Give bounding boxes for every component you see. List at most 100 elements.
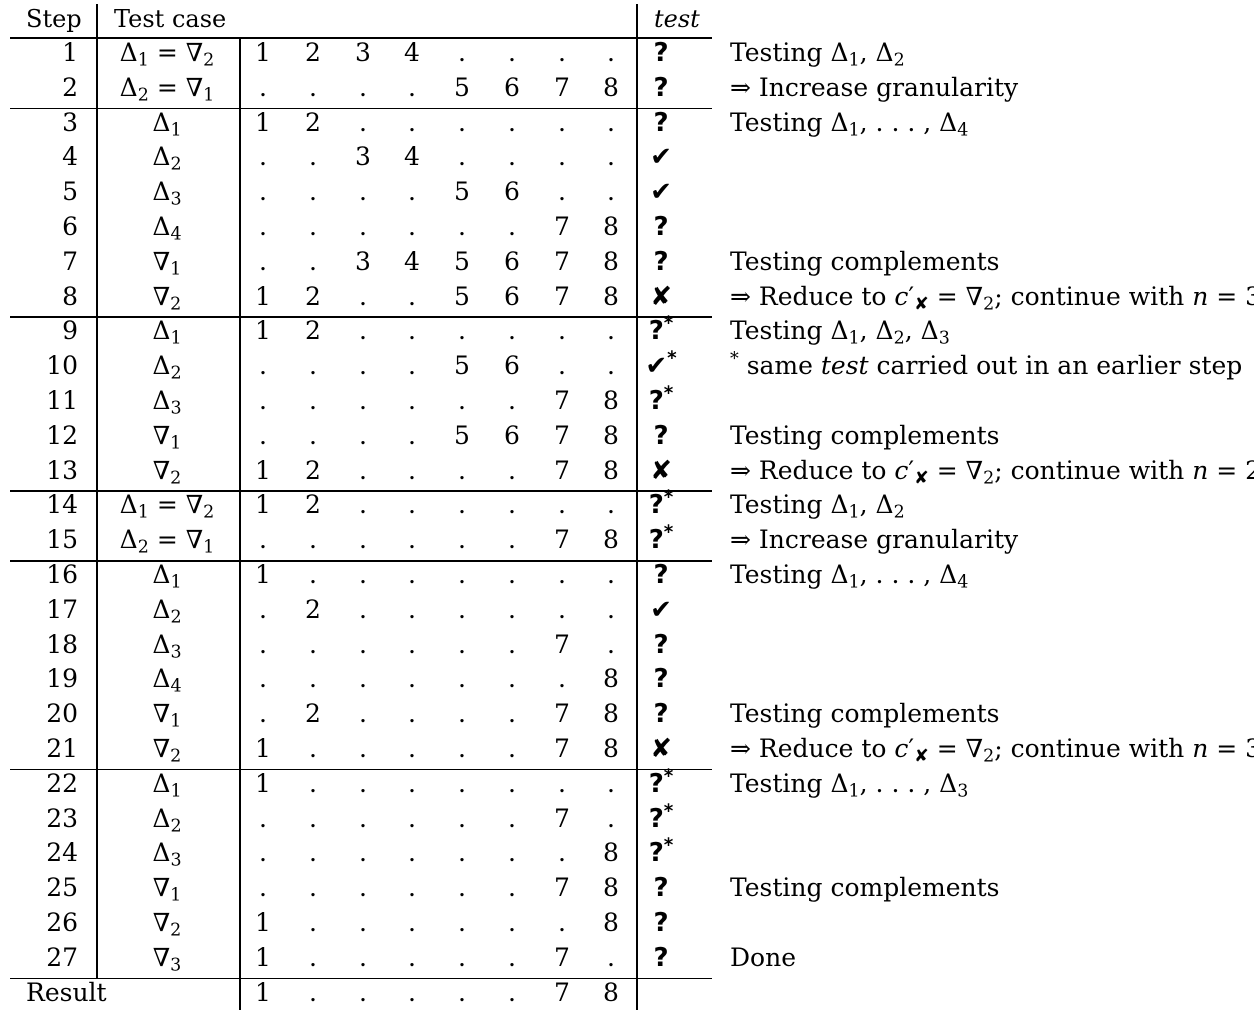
- change-cell: .: [558, 316, 566, 346]
- change-cell: 8: [603, 699, 619, 729]
- change-cell: 6: [504, 351, 520, 381]
- change-cell: 3: [355, 246, 371, 276]
- change-cell: 7: [554, 873, 570, 903]
- change-cell: 2: [305, 38, 321, 67]
- test-case-label: Δ1 = ∇2: [119, 490, 215, 523]
- row-annotation: ⇒ Reduce to c′✘ = ∇2; continue with n = …: [730, 734, 1254, 767]
- step-number: 8: [62, 281, 78, 311]
- change-cell: 8: [603, 212, 619, 241]
- rule-vertical-case: [239, 38, 241, 1010]
- change-cell: 6: [504, 420, 520, 450]
- change-cell: 2: [305, 281, 321, 311]
- change-cell: 7: [554, 212, 570, 241]
- change-cell: .: [458, 734, 466, 763]
- change-cell: .: [558, 594, 566, 624]
- test-case-label: ∇3: [152, 942, 182, 976]
- result-cell: 7: [554, 977, 570, 1007]
- change-cell: 7: [554, 942, 570, 972]
- change-cell: .: [359, 281, 367, 311]
- change-cell: 8: [603, 873, 619, 903]
- rule-group: [10, 490, 712, 492]
- change-cell: .: [558, 490, 566, 520]
- change-cell: .: [359, 803, 367, 833]
- change-cell: .: [458, 560, 466, 589]
- change-cell: .: [359, 351, 367, 381]
- change-cell: .: [458, 803, 466, 833]
- change-cell: .: [458, 594, 466, 624]
- step-number: 25: [46, 873, 78, 903]
- step-number: 26: [46, 908, 78, 937]
- change-cell: 7: [554, 699, 570, 729]
- step-number: 22: [46, 768, 78, 798]
- change-cell: .: [408, 803, 416, 833]
- step-number: 11: [46, 386, 78, 415]
- change-cell: .: [408, 560, 416, 589]
- step-number: 23: [46, 803, 78, 833]
- test-result-icon: ?: [653, 942, 669, 973]
- change-cell: .: [508, 734, 516, 763]
- change-cell: 1: [255, 908, 271, 937]
- change-cell: .: [259, 594, 267, 624]
- row-annotation: Testing Δ1, . . . , Δ3: [730, 768, 969, 802]
- change-cell: .: [508, 560, 516, 589]
- change-cell: .: [359, 664, 367, 694]
- change-cell: 6: [504, 177, 520, 207]
- result-cell: .: [359, 977, 367, 1007]
- change-cell: .: [408, 386, 416, 415]
- change-cell: 3: [355, 142, 371, 172]
- change-cell: .: [508, 490, 516, 520]
- test-result-icon: ?: [653, 246, 669, 277]
- test-case-label: ∇1: [152, 420, 182, 454]
- change-cell: .: [607, 594, 615, 624]
- row-annotation: ⇒ Increase granularity: [730, 72, 1019, 102]
- change-cell: 1: [255, 107, 271, 137]
- change-cell: .: [458, 212, 466, 241]
- rule-vertical-step: [96, 4, 98, 978]
- change-cell: 2: [305, 316, 321, 346]
- row-annotation: Testing complements: [730, 420, 1000, 450]
- test-case-label: ∇1: [152, 873, 182, 906]
- result-label: Result: [26, 977, 107, 1007]
- rule-group: [10, 107, 712, 110]
- change-cell: 7: [554, 281, 570, 311]
- test-result-icon: ?: [653, 212, 669, 242]
- header-test-case: Test case: [114, 5, 227, 33]
- test-case-label: Δ2: [152, 351, 182, 384]
- change-cell: 2: [305, 594, 321, 624]
- change-cell: 1: [255, 734, 271, 763]
- change-cell: .: [508, 838, 516, 868]
- change-cell: .: [359, 699, 367, 729]
- change-cell: .: [259, 664, 267, 694]
- change-cell: .: [309, 629, 317, 659]
- change-cell: .: [458, 386, 466, 415]
- test-result-icon: ✘: [650, 455, 672, 486]
- change-cell: .: [458, 490, 466, 520]
- change-cell: 6: [504, 246, 520, 276]
- step-number: 16: [46, 560, 78, 589]
- change-cell: 1: [255, 942, 271, 972]
- change-cell: .: [408, 351, 416, 381]
- change-cell: .: [508, 873, 516, 903]
- change-cell: 7: [554, 72, 570, 102]
- test-case-label: Δ3: [152, 838, 182, 871]
- change-cell: 5: [454, 72, 470, 102]
- change-cell: .: [508, 38, 516, 67]
- change-cell: 5: [454, 177, 470, 207]
- change-cell: .: [408, 316, 416, 346]
- change-cell: .: [259, 699, 267, 729]
- change-cell: .: [259, 420, 267, 450]
- step-number: 6: [62, 212, 78, 241]
- change-cell: .: [359, 768, 367, 798]
- change-cell: .: [359, 72, 367, 102]
- test-result-icon: ?: [653, 629, 669, 660]
- change-cell: .: [408, 942, 416, 972]
- change-cell: 8: [603, 838, 619, 868]
- result-cell: .: [408, 977, 416, 1007]
- change-cell: 1: [255, 560, 271, 589]
- change-cell: .: [508, 142, 516, 172]
- change-cell: .: [408, 594, 416, 624]
- change-cell: 8: [603, 455, 619, 485]
- row-annotation: Testing Δ1, . . . , Δ4: [730, 560, 969, 593]
- result-cell: 8: [603, 977, 619, 1007]
- change-cell: .: [408, 525, 416, 555]
